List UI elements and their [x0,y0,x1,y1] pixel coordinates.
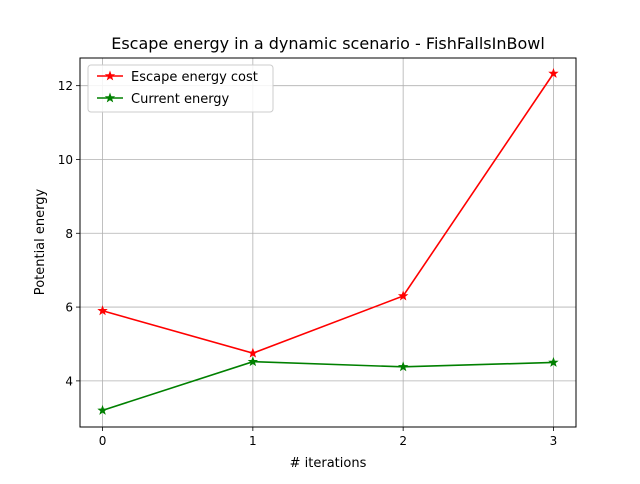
legend-marker-current-energy [104,92,116,103]
data-point-escape-energy-cost [397,290,409,301]
x-tick-label: 3 [550,434,558,448]
data-point-escape-energy-cost [548,68,559,78]
x-tick-label: 2 [399,434,407,448]
legend-label-current-energy: Current energy [131,92,230,107]
data-point-current-energy [548,356,559,367]
chart-legend: Escape energy cost Current energy [87,64,274,113]
plot-area-frame [79,57,577,428]
series-line-current-energy [102,360,554,412]
x-tick-label: 0 [99,434,107,448]
y-tick-label: 12 [58,79,73,93]
legend-box [87,64,274,113]
x-tick-label: 1 [249,434,257,448]
data-point-escape-energy-cost [97,305,108,316]
y-tick-label: 6 [65,301,73,315]
data-point-current-energy [397,361,409,372]
x-axis-label: # iterations [290,456,367,471]
data-point-current-energy [247,356,259,367]
data-point-escape-energy-cost [247,347,259,358]
y-tick-label: 8 [65,227,73,241]
y-axis-label: Potential energy [33,189,48,296]
gridlines [80,58,576,427]
legend-marker-escape-energy-cost [104,70,116,81]
y-tick-label: 4 [65,374,73,388]
series-line-escape-energy-cost [102,73,555,355]
series-layer [97,68,559,415]
chart-title: Escape energy in a dynamic scenario - Fi… [111,34,545,53]
data-point-current-energy [97,404,108,415]
legend-label-escape-energy-cost: Escape energy cost [131,70,258,85]
y-tick-label: 10 [58,153,73,167]
